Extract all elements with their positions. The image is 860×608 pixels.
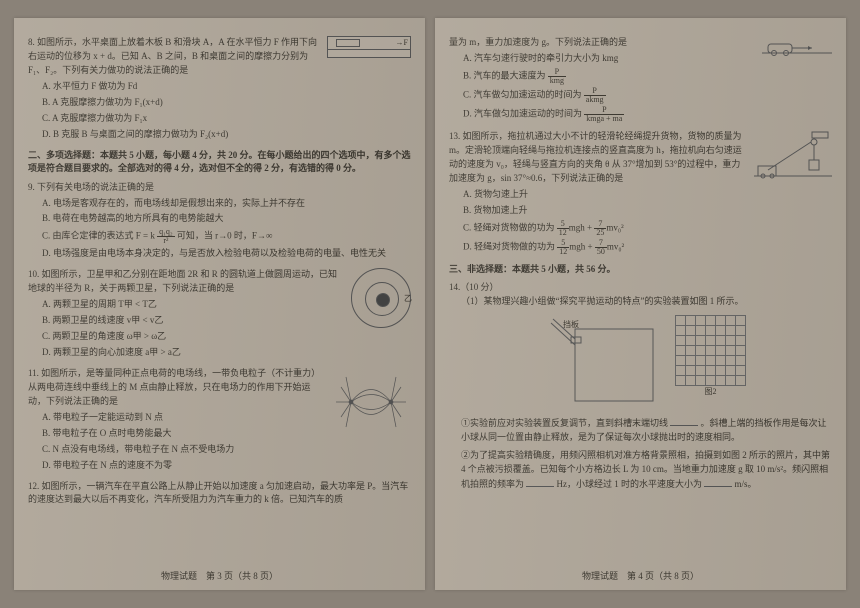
- svg-text:挡板: 挡板: [563, 319, 579, 329]
- question-13: 13. 如图所示，拖拉机通过大小不计的轻滑轮经绳提升货物，货物的质量为 m。定滑…: [449, 130, 832, 256]
- q12c-opt-c: C. 汽车做匀加速运动的时间为 Pakmg: [463, 87, 832, 104]
- q9-opt-d: D. 电场强度是由电场本身决定的，与是否放入检验电荷以及检验电荷的电量、电性无关: [42, 247, 411, 261]
- q14-body: （1）某物理兴趣小组做“探究平抛运动的特点”的实验装置如图 1 所示。 挡板: [449, 295, 832, 492]
- q12c-stem: 量为 m，重力加速度为 g。下列说法正确的是: [449, 37, 627, 47]
- q11-figure: [331, 367, 411, 437]
- q13-options: A. 货物匀速上升 B. 货物加速上升 C. 轻绳对货物做的功为 512mgh …: [449, 188, 832, 256]
- q11-stem: 11. 如图所示，是等量同种正点电荷的电场线，一带负电粒子（不计重力）从两电荷连…: [28, 368, 320, 406]
- page-4: 量为 m，重力加速度为 g。下列说法正确的是 A. 汽车匀速行驶时的牵引力大小为…: [435, 18, 846, 590]
- q8-opt-c: C. A 克服摩擦力做功为 F₁x: [42, 112, 411, 126]
- q10-figure: 乙: [351, 268, 411, 333]
- q11-opt-c: C. N 点没有电场线，带电粒子在 N 点不受电场力: [42, 443, 411, 457]
- q8-opt-d: D. B 克服 B 与桌面之间的摩擦力做功为 F₂(x+d): [42, 128, 411, 142]
- blank-input[interactable]: [670, 416, 698, 426]
- q8-opt-a: A. 水平恒力 F 做功为 Fd: [42, 80, 411, 94]
- q9-options: A. 电场是客观存在的，而电场线却是假想出来的，实际上并不存在 B. 电荷在电势…: [28, 197, 411, 262]
- q14-fig2-grid: 图2: [675, 315, 746, 398]
- question-14: 14.（10 分） （1）某物理兴趣小组做“探究平抛运动的特点”的实验装置如图 …: [449, 281, 832, 492]
- section-2-heading: 二、多项选择题：本题共 5 小题，每小题 4 分，共 20 分。在每小题给出的四…: [28, 149, 411, 176]
- q13-opt-a: A. 货物匀速上升: [463, 188, 832, 202]
- question-9: 9. 下列有关电场的说法正确的是 A. 电场是客观存在的，而电场线却是假想出来的…: [28, 181, 411, 262]
- q12c-options: A. 汽车匀速行驶时的牵引力大小为 kmg B. 汽车的最大速度为 Pkmg C…: [449, 52, 832, 123]
- question-11: 11. 如图所示，是等量同种正点电荷的电场线，一带负电粒子（不计重力）从两电荷连…: [28, 367, 411, 473]
- q13-opt-b: B. 货物加速上升: [463, 204, 832, 218]
- question-10: 乙 10. 如图所示，卫星甲和乙分别在距地面 2R 和 R 的圆轨道上做圆周运动…: [28, 268, 411, 360]
- q14-p1: ①实验前应对实验装置反复调节，直到斜槽末端切线 。斜槽上端的挡板作用是每次让小球…: [461, 416, 832, 445]
- q12-figure: [762, 36, 832, 56]
- blank-input[interactable]: [526, 477, 554, 487]
- section-3-heading: 三、非选择题：本题共 5 小题，共 56 分。: [449, 263, 832, 277]
- q8-stem: 8. 如图所示，水平桌面上放着木板 B 和滑块 A，A 在水平恒力 F 作用下向…: [28, 37, 317, 75]
- q14-head: 14.（10 分）: [449, 281, 832, 295]
- q14-p2: ②为了提高实验精确度，用频闪照相机对准方格背景照相，拍摄到如图 2 所示的照片，…: [461, 449, 832, 492]
- question-12-cont: 量为 m，重力加速度为 g。下列说法正确的是 A. 汽车匀速行驶时的牵引力大小为…: [449, 36, 832, 123]
- q13-figure: [754, 130, 832, 180]
- q9-opt-a: A. 电场是客观存在的，而电场线却是假想出来的，实际上并不存在: [42, 197, 411, 211]
- q8-figure: →F: [327, 36, 411, 58]
- q12c-opt-b: B. 汽车的最大速度为 Pkmg: [463, 68, 832, 85]
- q14-fig1: 挡板: [547, 315, 657, 410]
- q11-opt-d: D. 带电粒子在 N 点的速度不为零: [42, 459, 411, 473]
- q9-opt-c: C. 由库仑定律的表达式 F = k q₁q₂r² 可知，当 r→0 时，F→∞: [42, 228, 411, 245]
- q10-stem: 10. 如图所示，卫星甲和乙分别在距地面 2R 和 R 的圆轨道上做圆周运动，已…: [28, 269, 337, 293]
- q8-opt-b: B. A 克服摩擦力做功为 F₁(x+d): [42, 96, 411, 110]
- q9-opt-b: B. 电荷在电势越高的地方所具有的电势能越大: [42, 212, 411, 226]
- q13-stem: 13. 如图所示，拖拉机通过大小不计的轻滑轮经绳提升货物，货物的质量为 m。定滑…: [449, 131, 742, 183]
- q13-opt-d: D. 轻绳对货物做的功为 512mgh + 750mv₀²: [463, 239, 832, 256]
- q14-figures: 挡板 图2: [461, 315, 832, 410]
- q14-fig2-caption: 图2: [675, 386, 746, 398]
- page-4-footer: 物理试题 第 4 页（共 8 页）: [435, 569, 846, 582]
- question-8: →F 8. 如图所示，水平桌面上放着木板 B 和滑块 A，A 在水平恒力 F 作…: [28, 36, 411, 142]
- q12c-opt-d: D. 汽车做匀加速运动的时间为 Pkmga + ma: [463, 106, 832, 123]
- q8-options: A. 水平恒力 F 做功为 Fd B. A 克服摩擦力做功为 F₁(x+d) C…: [28, 80, 411, 142]
- question-12-part: 12. 如图所示，一辆汽车在平直公路上从静止开始以加速度 a 匀加速启动，最大功…: [28, 480, 411, 508]
- q9-stem: 9. 下列有关电场的说法正确的是: [28, 182, 154, 192]
- blank-input[interactable]: [704, 477, 732, 487]
- q10-opt-d: D. 两颗卫星的向心加速度 a甲 > a乙: [42, 346, 411, 360]
- fraction-icon: q₁q₂r²: [157, 228, 175, 245]
- page-3-footer: 物理试题 第 3 页（共 8 页）: [14, 569, 425, 582]
- page-3: →F 8. 如图所示，水平桌面上放着木板 B 和滑块 A，A 在水平恒力 F 作…: [14, 18, 425, 590]
- q13-opt-c: C. 轻绳对货物做的功为 512mgh + 725mv₀²: [463, 220, 832, 237]
- q14-line1: （1）某物理兴趣小组做“探究平抛运动的特点”的实验装置如图 1 所示。: [461, 295, 832, 309]
